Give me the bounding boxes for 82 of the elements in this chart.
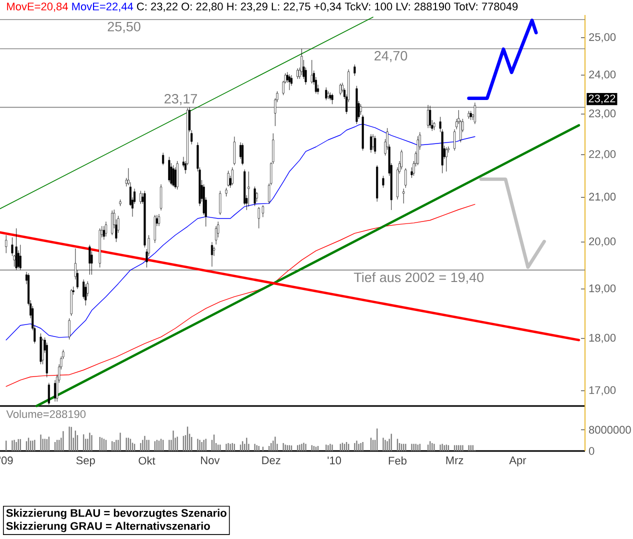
y-tick-label: 24,00 [589, 70, 616, 80]
candlestick [84, 284, 87, 306]
ref-line-label: 24,70 [374, 50, 408, 62]
y-tick-label: 21,00 [589, 192, 616, 202]
candlestick [445, 147, 448, 172]
x-tick-label: '10 [328, 456, 342, 464]
candlestick [233, 136, 236, 166]
candlestick [300, 48, 303, 76]
candlestick [374, 136, 376, 154]
candlestick [427, 104, 430, 128]
candlestick [70, 288, 72, 316]
x-tick-label: Dez [262, 456, 280, 464]
candlestick [404, 168, 407, 188]
x-tick-label: Mrz [446, 456, 464, 464]
ref-line-label: 25,50 [108, 22, 140, 33]
candlestick [262, 204, 264, 218]
x-tick-label: Okt [138, 456, 156, 465]
candlestick [454, 129, 456, 151]
candlestick [176, 160, 178, 190]
ref-line-label: 23,17 [164, 94, 197, 106]
candlestick [19, 244, 22, 270]
candlestick [242, 142, 244, 166]
text: MovE=20,84 [7, 2, 68, 12]
candlestick [162, 152, 164, 166]
candlestick [172, 164, 174, 187]
candlestick [160, 184, 162, 211]
y-tick-label: 23,00 [589, 110, 616, 119]
candlestick [111, 210, 114, 236]
y-tick-label: 20,00 [589, 238, 616, 247]
x-tick-label: '09 [0, 456, 13, 464]
y-tick-label: 0 [588, 447, 594, 455]
candlestick [256, 192, 258, 202]
x-tick-label: Feb [388, 456, 406, 465]
candlestick [154, 214, 156, 244]
text: Skizzierung BLAU = bevorzugtes Szenario [6, 508, 226, 520]
candlestick [331, 93, 334, 104]
candlestick [258, 206, 260, 229]
candlestick [88, 244, 91, 275]
candlestick [104, 221, 108, 237]
candlestick [290, 74, 293, 86]
candlestick [288, 74, 290, 90]
y-tick-label: 25,00 [589, 33, 616, 42]
ref-line-label: Tief aus 2002 = 19,40 [354, 272, 484, 284]
candlestick [429, 106, 432, 128]
line-series [467, 18, 538, 100]
candlestick [370, 134, 372, 153]
text: MovE=22,44 [72, 2, 134, 12]
y-tick-label: 17,00 [589, 386, 616, 396]
candlestick [296, 68, 299, 80]
candlestick [360, 104, 362, 116]
y-tick-label: 18,00 [589, 334, 616, 343]
candlestick [248, 171, 250, 207]
x-tick-label: Sep [76, 456, 95, 466]
candlestick [254, 186, 256, 206]
candlestick [168, 156, 170, 182]
text: 23,22 [588, 94, 616, 104]
candlestick [382, 176, 384, 188]
candlestick [310, 60, 313, 84]
candlestick [68, 318, 70, 340]
candlestick [5, 234, 8, 254]
candlestick [231, 167, 234, 186]
candlestick [416, 136, 419, 166]
candlestick [215, 226, 218, 245]
candlestick [372, 134, 374, 150]
series-label: Volume=288190 [6, 410, 86, 418]
y-tick-label: 8000000 [589, 426, 631, 434]
candlestick [400, 150, 403, 170]
candlestick [339, 83, 342, 96]
y-tick-label: 19,00 [589, 284, 616, 294]
chart-title: C: 23,22 O: 22,80 H: 23,29 L: 22,75 +0,34 TckV: 100 LV: 288190 TotV: 778049 [137, 2, 518, 12]
y-tick-label: 22,00 [589, 150, 616, 160]
candlestick [15, 228, 18, 270]
text: Skizzierung GRAU = Alternativszenario [6, 522, 210, 532]
x-tick-label: Apr [509, 456, 526, 466]
candlestick [219, 190, 222, 216]
candlestick [158, 214, 160, 226]
candlestick [402, 188, 405, 204]
candlestick [227, 170, 230, 187]
candlestick [354, 64, 356, 76]
candlestick [210, 242, 214, 267]
candlestick [102, 226, 105, 240]
x-tick-label: Nov [201, 456, 220, 464]
